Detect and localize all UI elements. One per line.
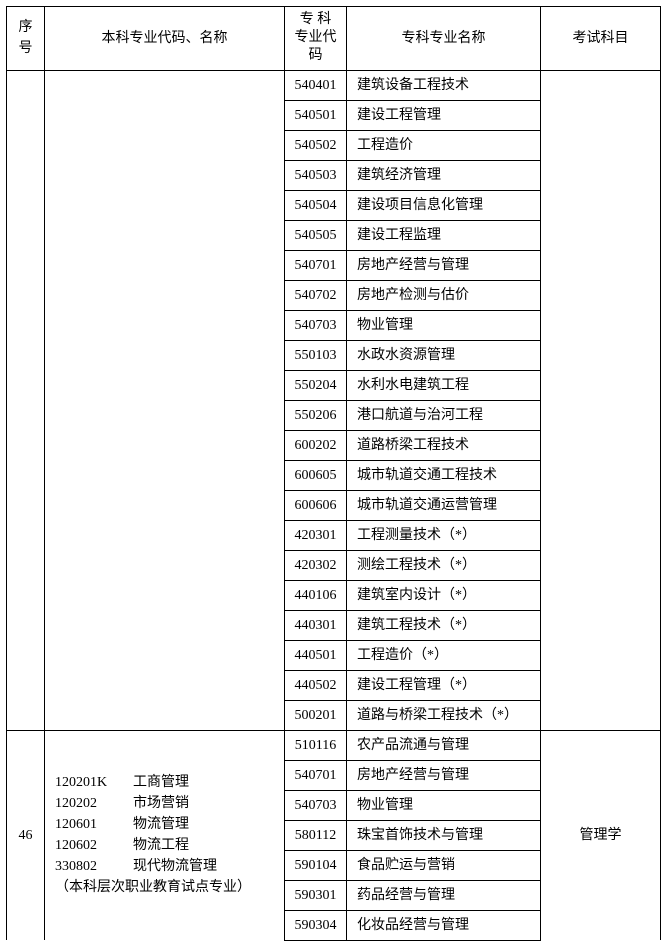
bachelor-code: 120201K <box>55 772 119 793</box>
bachelor-code: 330802 <box>55 856 119 877</box>
bachelor-cell <box>45 70 285 730</box>
header-bachelor: 本科专业代码、名称 <box>45 7 285 71</box>
major-name-cell: 建设工程监理 <box>347 220 541 250</box>
table-row: 540401建筑设备工程技术 <box>7 70 661 100</box>
seq-cell <box>7 70 45 730</box>
major-name-cell: 工程造价 <box>347 130 541 160</box>
bachelor-cell: 120201K 工商管理120202 市场营销120601 物流管理120602… <box>45 730 285 940</box>
major-name-cell: 建设工程管理 <box>347 100 541 130</box>
bachelor-name: 现代物流管理 <box>119 859 217 874</box>
major-name-cell: 建设工程管理（*） <box>347 670 541 700</box>
bachelor-line: 120601 物流管理 <box>55 814 274 835</box>
major-code-cell: 600202 <box>285 430 347 460</box>
major-name-cell: 珠宝首饰技术与管理 <box>347 820 541 850</box>
bachelor-name: 物流工程 <box>119 838 189 853</box>
major-name-cell: 药品经营与管理 <box>347 880 541 910</box>
major-name-cell: 工程造价（*） <box>347 640 541 670</box>
major-name-cell: 化妆品经营与管理 <box>347 910 541 940</box>
header-exam: 考试科目 <box>541 7 661 71</box>
major-name-cell: 物业管理 <box>347 790 541 820</box>
major-name-cell: 水利水电建筑工程 <box>347 370 541 400</box>
major-code-cell: 590304 <box>285 910 347 940</box>
major-code-cell: 420302 <box>285 550 347 580</box>
bachelor-code: 120601 <box>55 814 119 835</box>
major-code-cell: 540401 <box>285 70 347 100</box>
major-code-cell: 540502 <box>285 130 347 160</box>
major-name-cell: 建筑经济管理 <box>347 160 541 190</box>
bachelor-line: 120201K 工商管理 <box>55 772 274 793</box>
major-name-cell: 农产品流通与管理 <box>347 730 541 760</box>
bachelor-note: （本科层次职业教育试点专业） <box>55 877 274 898</box>
major-name-cell: 食品贮运与营销 <box>347 850 541 880</box>
major-code-cell: 540501 <box>285 100 347 130</box>
major-code-cell: 540703 <box>285 790 347 820</box>
major-code-cell: 590104 <box>285 850 347 880</box>
bachelor-line: 120202 市场营销 <box>55 793 274 814</box>
major-name-cell: 道路桥梁工程技术 <box>347 430 541 460</box>
major-code-cell: 440501 <box>285 640 347 670</box>
major-code-cell: 540701 <box>285 250 347 280</box>
major-name-cell: 物业管理 <box>347 310 541 340</box>
major-code-cell: 540702 <box>285 280 347 310</box>
seq-cell: 46 <box>7 730 45 940</box>
major-name-cell: 建筑工程技术（*） <box>347 610 541 640</box>
table-row: 46120201K 工商管理120202 市场营销120601 物流管理1206… <box>7 730 661 760</box>
major-code-cell: 550206 <box>285 400 347 430</box>
bachelor-line: 330802 现代物流管理 <box>55 856 274 877</box>
major-name-cell: 城市轨道交通工程技术 <box>347 460 541 490</box>
major-name-cell: 房地产检测与估价 <box>347 280 541 310</box>
major-name-cell: 水政水资源管理 <box>347 340 541 370</box>
major-name-cell: 房地产经营与管理 <box>347 250 541 280</box>
major-code-cell: 590301 <box>285 880 347 910</box>
major-code-cell: 440502 <box>285 670 347 700</box>
major-name-cell: 城市轨道交通运营管理 <box>347 490 541 520</box>
major-name-cell: 建设项目信息化管理 <box>347 190 541 220</box>
exam-cell: 管理学 <box>541 730 661 940</box>
bachelor-line: 120602 物流工程 <box>55 835 274 856</box>
header-major-code: 专 科 专业代码 <box>285 7 347 71</box>
major-code-cell: 550204 <box>285 370 347 400</box>
major-name-cell: 测绘工程技术（*） <box>347 550 541 580</box>
bachelor-code: 120602 <box>55 835 119 856</box>
major-code-cell: 600605 <box>285 460 347 490</box>
major-name-cell: 建筑设备工程技术 <box>347 70 541 100</box>
bachelor-code: 120202 <box>55 793 119 814</box>
header-major-name: 专科专业名称 <box>347 7 541 71</box>
major-name-cell: 建筑室内设计（*） <box>347 580 541 610</box>
exam-cell <box>541 70 661 730</box>
major-code-cell: 540703 <box>285 310 347 340</box>
major-code-cell: 540503 <box>285 160 347 190</box>
major-code-cell: 540504 <box>285 190 347 220</box>
bachelor-name: 物流管理 <box>119 817 189 832</box>
bachelor-name: 市场营销 <box>119 796 189 811</box>
bachelor-name: 工商管理 <box>119 775 189 790</box>
major-code-cell: 420301 <box>285 520 347 550</box>
major-code-cell: 500201 <box>285 700 347 730</box>
major-code-cell: 440106 <box>285 580 347 610</box>
major-name-cell: 房地产经营与管理 <box>347 760 541 790</box>
major-code-cell: 540505 <box>285 220 347 250</box>
table-body: 540401建筑设备工程技术540501建设工程管理540502工程造价5405… <box>7 70 661 940</box>
major-code-cell: 540701 <box>285 760 347 790</box>
major-code-cell: 440301 <box>285 610 347 640</box>
major-name-cell: 工程测量技术（*） <box>347 520 541 550</box>
header-row: 序号 本科专业代码、名称 专 科 专业代码 专科专业名称 考试科目 <box>7 7 661 71</box>
major-code-cell: 550103 <box>285 340 347 370</box>
major-code-cell: 580112 <box>285 820 347 850</box>
majors-table: 序号 本科专业代码、名称 专 科 专业代码 专科专业名称 考试科目 540401… <box>6 6 661 941</box>
major-code-cell: 510116 <box>285 730 347 760</box>
major-code-cell: 600606 <box>285 490 347 520</box>
major-name-cell: 港口航道与治河工程 <box>347 400 541 430</box>
major-name-cell: 道路与桥梁工程技术（*） <box>347 700 541 730</box>
header-seq: 序号 <box>7 7 45 71</box>
